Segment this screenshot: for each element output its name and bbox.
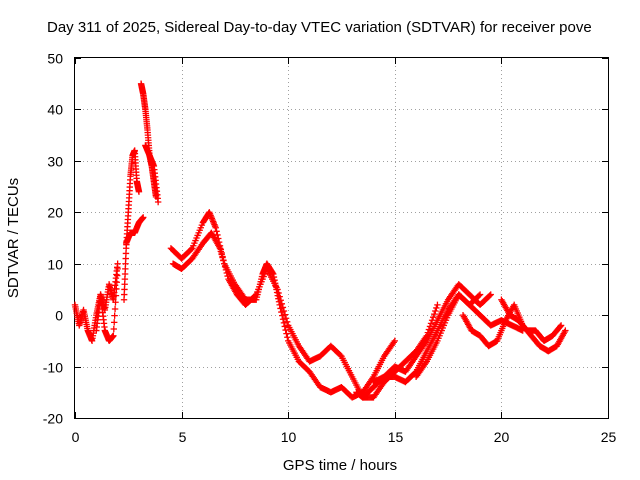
data-point bbox=[283, 330, 290, 337]
data-point bbox=[220, 257, 227, 264]
data-point bbox=[562, 327, 569, 334]
data-point bbox=[476, 291, 484, 298]
data-point bbox=[221, 263, 229, 270]
data-point bbox=[216, 245, 224, 252]
data-point bbox=[275, 289, 282, 297]
data-point bbox=[278, 300, 286, 308]
y-tick-label: 20 bbox=[47, 205, 63, 221]
data-point bbox=[223, 269, 230, 277]
data-point bbox=[219, 254, 226, 261]
data-point bbox=[433, 304, 440, 312]
data-point bbox=[221, 260, 228, 267]
data-point bbox=[434, 301, 441, 309]
data-point bbox=[114, 260, 121, 267]
x-tick-label: 20 bbox=[494, 429, 510, 445]
data-point bbox=[281, 323, 288, 330]
y-tick-label: 10 bbox=[47, 257, 63, 273]
data-point bbox=[277, 297, 284, 304]
data-point bbox=[283, 318, 291, 326]
y-tick-label: 50 bbox=[47, 51, 63, 67]
data-point bbox=[427, 320, 435, 327]
plot-frame bbox=[74, 57, 609, 419]
y-tick-label: 0 bbox=[55, 308, 63, 324]
series-track-4 bbox=[122, 214, 147, 247]
series-track-11 bbox=[412, 291, 526, 381]
series-track-8 bbox=[169, 229, 441, 401]
x-tick-label: 25 bbox=[601, 429, 617, 445]
series-track-2 bbox=[93, 260, 121, 334]
data-point bbox=[111, 319, 118, 326]
data-point bbox=[251, 292, 259, 299]
data-point bbox=[110, 325, 118, 333]
series-track-13 bbox=[498, 296, 565, 345]
x-tick-label: 0 bbox=[72, 429, 80, 445]
data-point bbox=[432, 307, 439, 315]
data-point bbox=[487, 291, 494, 298]
grid-lines bbox=[75, 58, 608, 418]
series-track-6 bbox=[142, 142, 162, 206]
data-point bbox=[429, 314, 437, 321]
x-tick-label: 5 bbox=[179, 429, 187, 445]
y-tick-label: 30 bbox=[47, 154, 63, 170]
data-point bbox=[280, 319, 288, 327]
data-point bbox=[279, 304, 287, 311]
data-point bbox=[557, 323, 564, 330]
data-point bbox=[224, 272, 231, 280]
data-point bbox=[111, 305, 119, 313]
data-point bbox=[218, 251, 225, 258]
data-point bbox=[110, 332, 117, 339]
data-point bbox=[274, 286, 281, 293]
y-tick-label: -20 bbox=[43, 411, 63, 427]
data-point bbox=[140, 214, 147, 221]
data-point bbox=[486, 292, 493, 299]
data-point bbox=[279, 316, 287, 323]
data-points bbox=[71, 80, 569, 401]
data-point bbox=[391, 337, 398, 345]
data-point bbox=[557, 322, 565, 329]
data-point bbox=[281, 311, 289, 318]
data-point bbox=[212, 224, 219, 231]
data-point bbox=[431, 310, 438, 318]
data-point bbox=[217, 248, 225, 255]
data-point bbox=[135, 188, 143, 195]
x-axis-label: GPS time / hours bbox=[283, 457, 397, 474]
data-point bbox=[154, 198, 162, 206]
data-point bbox=[284, 334, 291, 341]
data-point bbox=[222, 266, 230, 274]
data-point bbox=[276, 293, 283, 300]
x-tick-label: 10 bbox=[281, 429, 297, 445]
axis-ticks: 0 5 10 15 20 25 -20 -10 0 10 20 30 40 50 bbox=[43, 51, 617, 446]
y-tick-label: -10 bbox=[43, 360, 63, 376]
data-point bbox=[282, 315, 290, 322]
data-point bbox=[213, 228, 220, 235]
data-point bbox=[111, 312, 118, 319]
y-axis-label: SDTVAR / TECUs bbox=[5, 178, 22, 298]
y-tick-label: 40 bbox=[47, 102, 63, 118]
data-point bbox=[280, 307, 288, 315]
chart-title: Day 311 of 2025, Sidereal Day-to-day VTE… bbox=[47, 19, 592, 36]
data-point bbox=[187, 246, 195, 253]
x-tick-label: 15 bbox=[388, 429, 404, 445]
data-point bbox=[475, 292, 483, 299]
